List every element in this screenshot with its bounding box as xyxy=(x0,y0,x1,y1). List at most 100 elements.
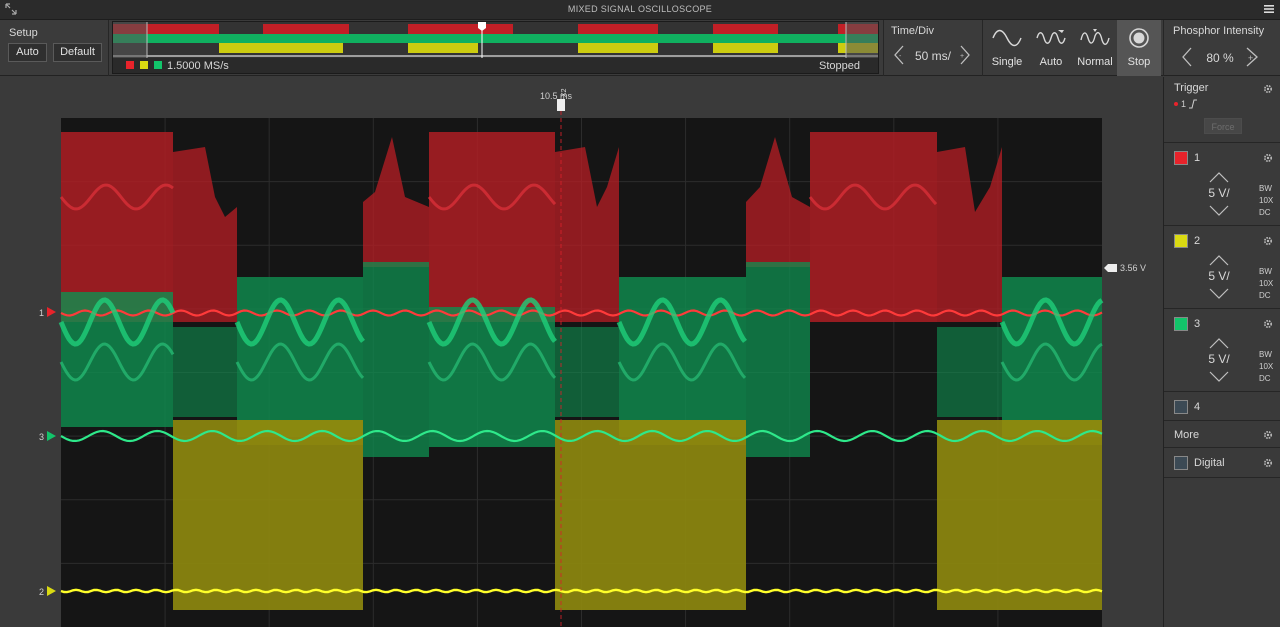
time-div-decrease-icon[interactable]: - xyxy=(892,44,906,66)
stop-mode-button[interactable]: Stop xyxy=(1117,20,1161,76)
channel-2-indicator xyxy=(140,61,148,69)
svg-text:+: + xyxy=(1248,53,1253,63)
more-label: More xyxy=(1174,429,1200,441)
channel-3-marker-label: 3 xyxy=(39,432,45,442)
channel-1-trace xyxy=(60,309,1103,317)
probe-tag: 10X xyxy=(1259,196,1274,205)
x2-cursor-handle xyxy=(557,99,565,111)
waveform-overview[interactable]: 1.5000 MS/s Stopped xyxy=(112,21,879,74)
channel-2-offset-marker xyxy=(47,586,56,596)
more-gear-icon[interactable] xyxy=(1263,430,1273,440)
digital-gear-icon[interactable] xyxy=(1263,458,1273,468)
trigger-source: 1 xyxy=(1181,99,1187,109)
svg-text:-: - xyxy=(899,53,902,60)
default-setup-button[interactable]: Default xyxy=(53,43,102,62)
more-section[interactable]: More xyxy=(1164,421,1280,448)
single-mode-button[interactable]: Single xyxy=(985,20,1029,76)
volts-increase-icon[interactable] xyxy=(1207,336,1231,350)
channel-2-section[interactable]: 2 5 V/BW 10X DC xyxy=(1164,226,1280,309)
channel-1-marker-label: 1 xyxy=(39,308,45,318)
digital-color-swatch[interactable] xyxy=(1174,456,1188,470)
digital-section[interactable]: Digital xyxy=(1164,448,1280,478)
trigger-level-readout: 3.56 V xyxy=(1120,263,1147,273)
bandwidth-tag: BW xyxy=(1259,267,1272,276)
channel-number: 1 xyxy=(1194,152,1201,164)
force-trigger-button[interactable]: Force xyxy=(1204,118,1242,134)
overview-waveform xyxy=(113,22,878,58)
channel-4-section[interactable]: 4 xyxy=(1164,392,1280,421)
time-cursor-readout: 10.5 ms xyxy=(540,91,573,101)
hamburger-menu-icon[interactable] xyxy=(1264,4,1274,14)
single-sine-icon xyxy=(992,29,1022,47)
expand-icon[interactable] xyxy=(5,3,17,15)
channel-3-trace xyxy=(60,429,1103,443)
channel-2-trace xyxy=(60,588,1103,594)
channel-swatch[interactable] xyxy=(1174,317,1188,331)
coupling-tag: DC xyxy=(1259,291,1271,300)
channel-3-section[interactable]: 3 5 V/BW 10X DC xyxy=(1164,309,1280,392)
volts-increase-icon[interactable] xyxy=(1207,170,1231,184)
bandwidth-tag: BW xyxy=(1259,350,1272,359)
normal-mode-button[interactable]: Normal xyxy=(1073,20,1117,76)
channel-gear-icon[interactable] xyxy=(1263,153,1273,163)
volts-increase-icon[interactable] xyxy=(1207,253,1231,267)
normal-mode-label: Normal xyxy=(1077,56,1113,68)
channel-gear-icon[interactable] xyxy=(1263,236,1273,246)
channel-1-section[interactable]: 1 5 V/BW 10X DC xyxy=(1164,143,1280,226)
channel-2-marker-label: 2 xyxy=(39,587,45,597)
setup-label: Setup xyxy=(9,27,38,39)
volts-decrease-icon[interactable] xyxy=(1207,287,1231,301)
overview-status-row: 1.5000 MS/s Stopped xyxy=(113,58,878,74)
sample-rate: 1.5000 MS/s xyxy=(167,60,229,72)
x2-cursor-label: X2 xyxy=(561,88,568,97)
coupling-tag: DC xyxy=(1259,208,1271,217)
trigger-section[interactable]: Trigger 1 Force xyxy=(1164,77,1280,143)
overview-trigger-marker xyxy=(478,22,486,31)
channel-1-indicator xyxy=(126,61,134,69)
volts-decrease-icon[interactable] xyxy=(1207,370,1231,384)
right-panel: Trigger 1 Force 1 5 V/BW 10X DC 2 5 V/BW 10X DC… xyxy=(1163,77,1280,627)
single-mode-label: Single xyxy=(991,56,1023,68)
channel-swatch[interactable] xyxy=(1174,234,1188,248)
scope-display[interactable]: X2 xyxy=(0,77,1163,627)
trigger-gear-icon[interactable] xyxy=(1263,84,1273,94)
time-div-increase-icon[interactable]: + xyxy=(958,44,972,66)
coupling-tag: DC xyxy=(1259,374,1271,383)
stop-mode-label: Stop xyxy=(1127,56,1151,68)
channel-swatch[interactable] xyxy=(1174,400,1188,414)
channel-number: 2 xyxy=(1194,235,1201,247)
volts-per-div[interactable]: 5 V/ xyxy=(1208,352,1230,366)
channel-swatch[interactable] xyxy=(1174,151,1188,165)
channel-number: 4 xyxy=(1194,401,1201,413)
time-div-value[interactable]: 50 ms/ xyxy=(914,49,951,63)
volts-per-div[interactable]: 5 V/ xyxy=(1208,269,1230,283)
trigger-label: Trigger xyxy=(1174,82,1209,94)
channel-number: 3 xyxy=(1194,318,1201,330)
plot-area: 10.5 ms X2 1 3 2 3.56 V xyxy=(0,77,1163,627)
toolbar: Setup Auto Default 1.5000 MS/s Stopped xyxy=(0,20,1280,76)
channel-1-offset-marker xyxy=(47,307,56,317)
volts-decrease-icon[interactable] xyxy=(1207,204,1231,218)
auto-mode-button[interactable]: Auto xyxy=(1029,20,1073,76)
auto-setup-button[interactable]: Auto xyxy=(8,43,47,62)
phosphor-decrease-icon[interactable] xyxy=(1180,47,1194,67)
window-title: MIXED SIGNAL OSCILLOSCOPE xyxy=(567,4,713,14)
phosphor-increase-icon[interactable]: + xyxy=(1244,47,1260,67)
channel-gear-icon[interactable] xyxy=(1263,319,1273,329)
phosphor-intensity-label: Phosphor Intensity xyxy=(1173,25,1265,37)
auto-mode-label: Auto xyxy=(1039,56,1063,68)
channel-3-offset-marker xyxy=(47,431,56,441)
normal-sine-icon xyxy=(1080,29,1110,45)
trigger-level-marker xyxy=(1104,264,1117,272)
probe-tag: 10X xyxy=(1259,362,1274,371)
phosphor-intensity-value[interactable]: 80 % xyxy=(1206,51,1234,65)
trigger-source-dot xyxy=(1174,102,1178,106)
svg-text:+: + xyxy=(960,53,964,60)
auto-sine-icon xyxy=(1036,30,1066,44)
rising-edge-icon xyxy=(1189,99,1197,109)
probe-tag: 10X xyxy=(1259,279,1274,288)
stop-icon xyxy=(1129,28,1149,48)
volts-per-div[interactable]: 5 V/ xyxy=(1208,186,1230,200)
time-div-label: Time/Div xyxy=(891,25,934,37)
